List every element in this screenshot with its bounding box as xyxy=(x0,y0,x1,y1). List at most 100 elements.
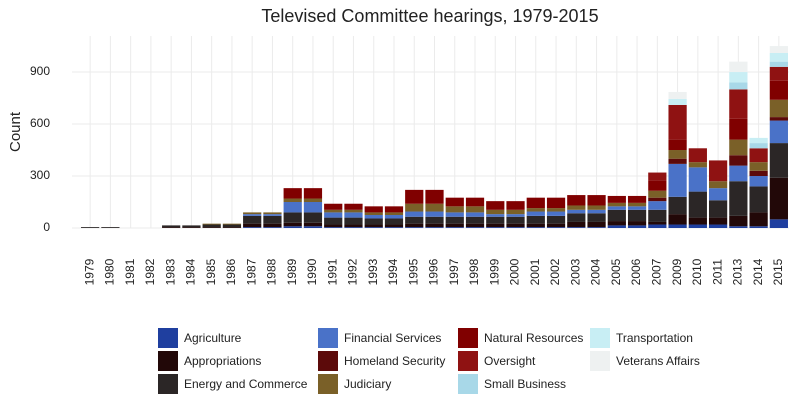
bar-segment xyxy=(222,224,242,228)
x-tick-label: 1989 xyxy=(285,258,299,285)
bar-segment xyxy=(668,91,687,99)
bar-segment xyxy=(101,227,120,228)
bar-segment xyxy=(303,226,323,228)
x-tick-label: 1987 xyxy=(244,258,258,285)
bar-segment xyxy=(708,181,728,189)
bar-segment xyxy=(344,224,363,228)
bar-segment xyxy=(668,163,687,197)
bar-segment xyxy=(384,224,404,228)
bar-segment xyxy=(364,218,383,225)
bar-segment xyxy=(729,165,748,182)
bar-segment xyxy=(729,82,748,90)
bar-segment xyxy=(526,197,545,209)
legend-label: Agriculture xyxy=(184,331,242,345)
bar-segment xyxy=(749,170,768,177)
x-tick-label: 2000 xyxy=(508,258,522,285)
bar-segment xyxy=(587,205,606,210)
bar-segment xyxy=(445,227,464,228)
x-tick-label: 2011 xyxy=(710,259,724,285)
bar-segment xyxy=(263,212,282,215)
bar-segment xyxy=(749,176,768,187)
legend-label: Judiciary xyxy=(344,377,391,391)
bar-segment xyxy=(182,227,201,228)
bar-segment xyxy=(587,195,606,206)
bar-segment xyxy=(486,201,505,210)
bar-segment xyxy=(607,202,626,207)
bar-segment xyxy=(243,223,262,228)
bar-segment xyxy=(769,117,788,121)
bar-segment xyxy=(688,191,707,218)
legend-label: Financial Services xyxy=(344,331,441,345)
bar-segment xyxy=(688,162,707,168)
bar-segment xyxy=(486,209,505,215)
x-tick-label: 1983 xyxy=(163,258,177,285)
bar-segment xyxy=(486,216,505,224)
legend-key xyxy=(590,351,610,371)
bar-segment xyxy=(627,225,647,228)
bar-segment xyxy=(708,200,728,218)
bar-segment xyxy=(405,203,424,212)
bar-segment xyxy=(324,212,343,218)
bar-segment xyxy=(567,205,586,210)
bar-segment xyxy=(506,227,525,228)
bar-segment xyxy=(546,197,566,209)
x-tick-label: 2002 xyxy=(548,258,562,285)
bar-segment xyxy=(202,224,221,228)
bar-segment xyxy=(708,160,728,182)
bar-segment xyxy=(465,227,485,228)
bar-segment xyxy=(546,215,566,224)
x-tick-label: 2014 xyxy=(751,258,765,285)
bar-segment xyxy=(648,180,667,191)
bar-segment xyxy=(546,227,566,228)
bar-segment xyxy=(364,206,383,213)
bar-segment xyxy=(425,216,444,224)
bar-segment xyxy=(506,216,525,224)
bar-segment xyxy=(729,155,748,166)
bar-segment xyxy=(465,216,485,224)
bar-segment xyxy=(729,226,748,228)
bar-segment xyxy=(688,148,707,163)
x-tick-label: 1992 xyxy=(346,258,360,285)
legend-key xyxy=(158,374,178,394)
bar-segment xyxy=(607,221,626,226)
bar-segment xyxy=(283,198,302,203)
bar-segment xyxy=(729,89,748,119)
legend-label: Veterans Affairs xyxy=(616,354,700,368)
bar-segment xyxy=(729,118,748,140)
x-tick-label: 1988 xyxy=(265,258,279,285)
bar-segment xyxy=(445,216,464,224)
bar-segment xyxy=(303,212,323,223)
x-tick-label: 1979 xyxy=(82,258,96,285)
bar-segment xyxy=(384,215,404,219)
bar-segment xyxy=(769,99,788,118)
bar-segment xyxy=(445,212,464,217)
legend-key xyxy=(318,328,338,348)
x-tick-label: 1990 xyxy=(305,258,319,285)
bar-segment xyxy=(465,223,485,228)
bar-segment xyxy=(688,224,707,228)
legend-key xyxy=(458,374,478,394)
bar-segment xyxy=(567,213,586,222)
bar-segment xyxy=(324,224,343,228)
bar-segment xyxy=(668,214,687,225)
bar-segment xyxy=(729,72,748,83)
bar-segment xyxy=(708,188,728,201)
bar-segment xyxy=(729,139,748,156)
bar-segment xyxy=(384,218,404,225)
bar-segment xyxy=(526,223,545,228)
bar-segment xyxy=(567,221,586,228)
bar-segment xyxy=(668,104,687,140)
x-tick-label: 1996 xyxy=(427,258,441,285)
bar-segment xyxy=(627,195,647,203)
bar-segment xyxy=(769,80,788,100)
bar-segment xyxy=(749,137,768,144)
bar-segment xyxy=(445,197,464,207)
bar-segment xyxy=(364,212,383,216)
x-tick-label: 1986 xyxy=(224,258,238,285)
bar-segment xyxy=(729,215,748,227)
bar-segment xyxy=(769,143,788,178)
bar-segment xyxy=(607,225,626,228)
x-tick-label: 2007 xyxy=(650,258,664,285)
bar-segment xyxy=(283,202,302,213)
